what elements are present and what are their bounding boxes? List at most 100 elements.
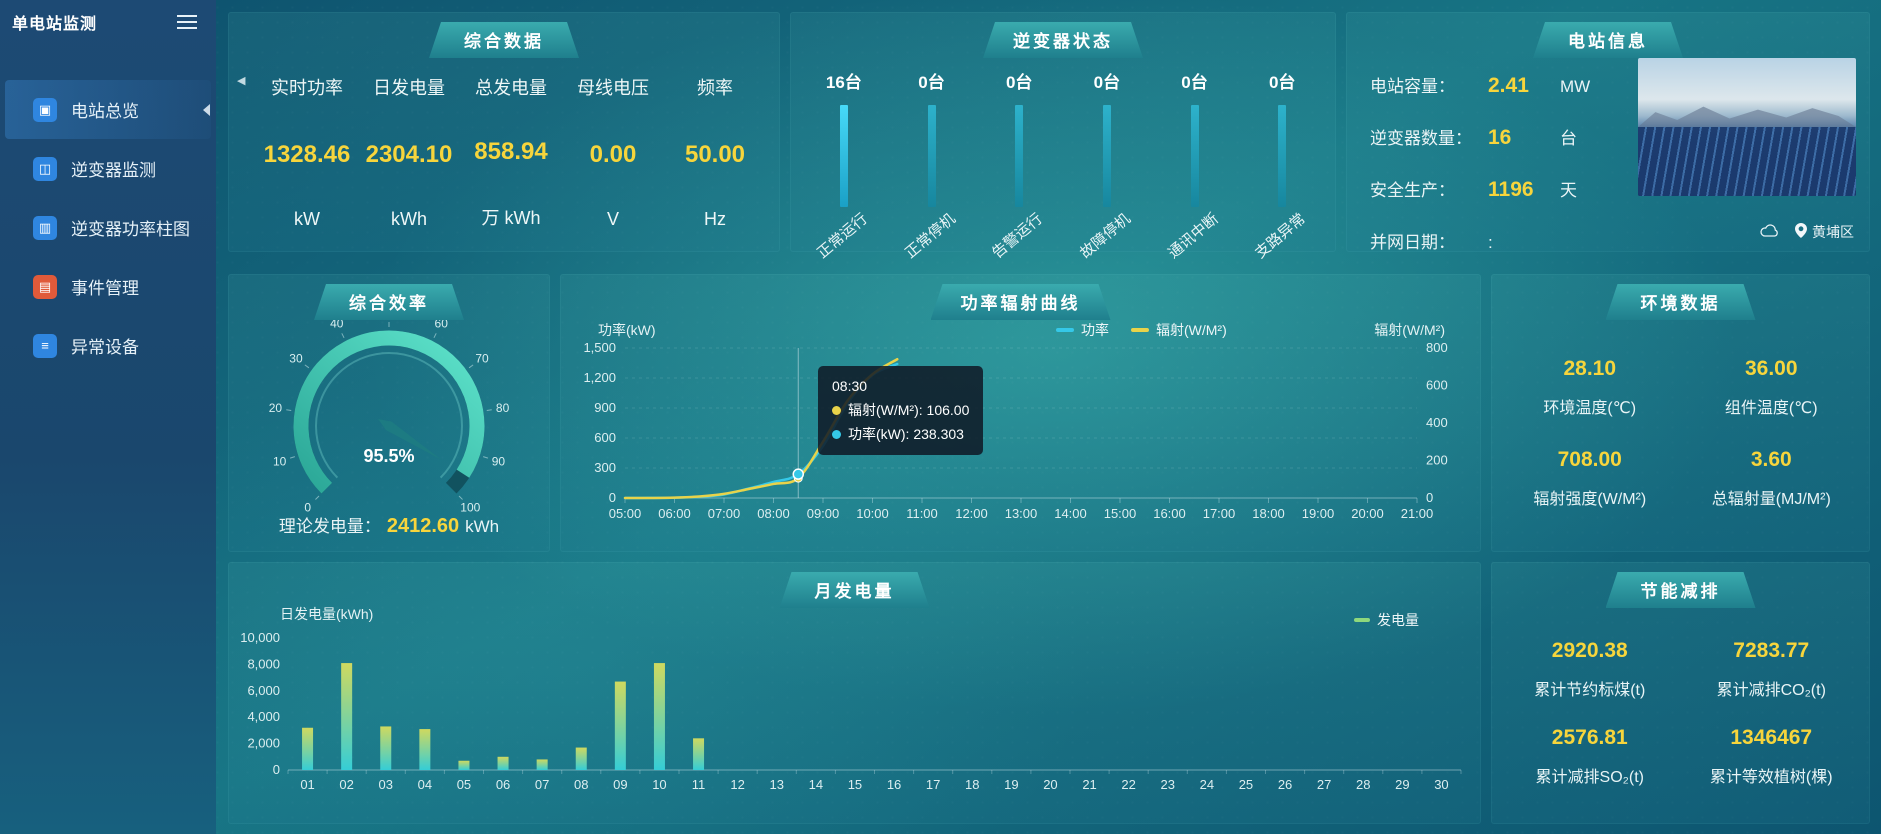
svg-text:80: 80 xyxy=(496,401,510,415)
panel-station-info: 电站信息 电站容量： 2.41 MW 逆变器数量： 16 台 安全生产： 119… xyxy=(1346,12,1870,252)
chevron-left-icon[interactable]: ◀ xyxy=(237,75,246,87)
svg-text:22: 22 xyxy=(1121,777,1135,792)
status-label: 正常停机 xyxy=(901,210,959,262)
metric-label: 实时功率 xyxy=(271,78,343,98)
info-value: 16 xyxy=(1488,126,1512,149)
panel-monthly-generation: 月发电量 日发电量(kWh) 发电量 0 2,000 4,000 6,000 8,000… xyxy=(228,562,1481,824)
svg-text:16: 16 xyxy=(887,777,901,792)
sidebar-item-station-overview[interactable]: ▣ 电站总览 xyxy=(5,80,211,139)
svg-text:2,000: 2,000 xyxy=(247,736,280,751)
radiation-legend-mark-icon xyxy=(1131,328,1149,332)
status-bar xyxy=(839,105,848,207)
svg-text:4,000: 4,000 xyxy=(247,709,280,724)
svg-text:40: 40 xyxy=(330,317,344,331)
svg-text:26: 26 xyxy=(1278,777,1292,792)
status-bar xyxy=(1015,105,1024,207)
svg-text:11:00: 11:00 xyxy=(906,506,938,521)
cell-label: 总辐射量(MJ/M²) xyxy=(1711,491,1831,509)
svg-text:05: 05 xyxy=(457,777,471,792)
svg-text:06: 06 xyxy=(496,777,510,792)
svg-text:30: 30 xyxy=(1434,777,1448,792)
active-item-arrow-icon xyxy=(203,103,210,116)
svg-text:24: 24 xyxy=(1200,777,1214,792)
cell-value: 708.00 xyxy=(1557,448,1622,472)
svg-text:0: 0 xyxy=(1426,490,1433,505)
power-radiation-line-chart[interactable]: 0 300 600 900 1,200 1,500 0 200 400 600 800 05:00 06… xyxy=(560,274,1481,552)
svg-text:1,500: 1,500 xyxy=(583,340,616,355)
app-title: 单电站监测 xyxy=(12,16,98,33)
status-bar xyxy=(1190,105,1199,207)
svg-text:300: 300 xyxy=(594,460,616,475)
theoretical-energy-label: 理论发电量： xyxy=(278,517,381,536)
bar-chart-legend[interactable]: 发电量 xyxy=(1354,610,1419,630)
cell-label: 累计减排SO₂(t) xyxy=(1535,768,1644,786)
sidebar-item-inverter-monitor[interactable]: ◫ 逆变器监测 xyxy=(5,139,211,198)
summary-metrics: 实时功率 1328.46 kW 日发电量 2304.10 kWh 总发电量 85… xyxy=(256,68,766,236)
panel-title-environment: 环境数据 xyxy=(1606,284,1756,320)
metric-unit: 万 kWh xyxy=(481,208,541,228)
svg-text:23: 23 xyxy=(1161,777,1175,792)
info-unit: 台 xyxy=(1560,129,1577,148)
sidebar-item-inverter-power-bars[interactable]: ▥ 逆变器功率柱图 xyxy=(5,198,211,257)
svg-text:10: 10 xyxy=(273,455,287,469)
power-legend-mark-icon xyxy=(1056,328,1074,332)
metric-total-energy: 总发电量 858.94 万 kWh xyxy=(460,68,562,236)
legend-item-radiation[interactable]: 辐射(W/M²) xyxy=(1131,320,1227,340)
info-row-inverter-count: 逆变器数量： 16 台 xyxy=(1370,124,1670,150)
inverter-monitor-icon: ◫ xyxy=(33,156,57,181)
hamburger-menu-icon[interactable] xyxy=(174,12,200,32)
cell-co2-reduced: 7283.77 累计减排CO₂(t) xyxy=(1681,639,1863,700)
theoretical-energy-value: 2412.60 xyxy=(386,515,460,537)
saving-cells: 2920.38 累计节约标煤(t) 7283.77 累计减排CO₂(t) 257… xyxy=(1499,620,1862,806)
panel-efficiency: 综合效率 0102030405060708090100 95.5% 理论发电量：… xyxy=(228,274,550,552)
location-pin-icon xyxy=(1795,223,1807,241)
legend-label: 功率 xyxy=(1081,322,1109,338)
sidebar-item-abnormal-devices[interactable]: ≡ 异常设备 xyxy=(5,316,211,375)
efficiency-gauge-chart[interactable]: 0102030405060708090100 xyxy=(239,308,539,544)
svg-text:25: 25 xyxy=(1239,777,1253,792)
svg-text:70: 70 xyxy=(475,351,489,365)
svg-text:17: 17 xyxy=(926,777,940,792)
status-bar xyxy=(1102,105,1111,207)
cell-trees-equivalent: 1346467 累计等效植树(棵) xyxy=(1681,726,1863,787)
svg-text:06:00: 06:00 xyxy=(658,506,691,521)
svg-text:0: 0 xyxy=(304,500,311,514)
cell-radiation-intensity: 708.00 辐射强度(W/M²) xyxy=(1499,448,1681,509)
cell-label: 组件温度(℃) xyxy=(1724,399,1818,417)
status-label: 正常运行 xyxy=(813,210,871,262)
monthly-generation-bar-chart[interactable]: 0 2,000 4,000 6,000 8,000 10,000 01 02 03 04 05 06 0… xyxy=(228,562,1481,824)
metric-label: 日发电量 xyxy=(373,78,445,98)
metric-value: 50.00 xyxy=(684,140,746,168)
panel-title-summary: 综合数据 xyxy=(429,22,579,58)
cell-ambient-temp: 28.10 环境温度(℃) xyxy=(1499,357,1681,418)
svg-text:09: 09 xyxy=(613,777,627,792)
svg-text:1,200: 1,200 xyxy=(583,370,616,385)
sidebar-item-event-management[interactable]: ▤ 事件管理 xyxy=(5,257,211,316)
metric-value: 0.00 xyxy=(589,140,637,168)
panel-title-saving: 节能减排 xyxy=(1606,572,1756,608)
svg-text:10:00: 10:00 xyxy=(856,506,889,521)
metric-unit: kW xyxy=(294,209,320,229)
cell-value: 28.10 xyxy=(1563,356,1617,380)
legend-item-power[interactable]: 功率 xyxy=(1056,320,1109,340)
svg-text:12: 12 xyxy=(730,777,744,792)
sidebar-header: 单电站监测 xyxy=(0,0,216,44)
cell-label: 累计减排CO₂(t) xyxy=(1716,682,1826,700)
station-overview-icon: ▣ xyxy=(33,97,57,122)
generation-legend-mark-icon xyxy=(1354,618,1370,622)
status-count: 0台 xyxy=(1093,73,1121,92)
inverter-status-comm-lost: 0台 通讯中断 xyxy=(1151,58,1239,262)
metric-unit: Hz xyxy=(704,209,726,229)
theoretical-energy-row: 理论发电量： 2412.60 kWh xyxy=(228,512,550,538)
gauge-value: 95.5% xyxy=(363,446,415,466)
left-axis-title: 功率(kW) xyxy=(598,322,656,338)
svg-text:10: 10 xyxy=(652,777,666,792)
svg-text:17:00: 17:00 xyxy=(1203,506,1236,521)
panel-power-radiation-curve: 功率辐射曲线 功率(kW) 辐射(W/M²) 功率 辐射(W/M²) 0 300 6… xyxy=(560,274,1481,552)
info-label: 并网日期： xyxy=(1370,233,1455,252)
info-value: 1196 xyxy=(1488,178,1534,201)
svg-text:07: 07 xyxy=(535,777,549,792)
status-label: 故障停机 xyxy=(1076,210,1134,262)
metric-label: 母线电压 xyxy=(577,78,649,98)
station-footer: 黄埔区 xyxy=(1760,222,1854,242)
